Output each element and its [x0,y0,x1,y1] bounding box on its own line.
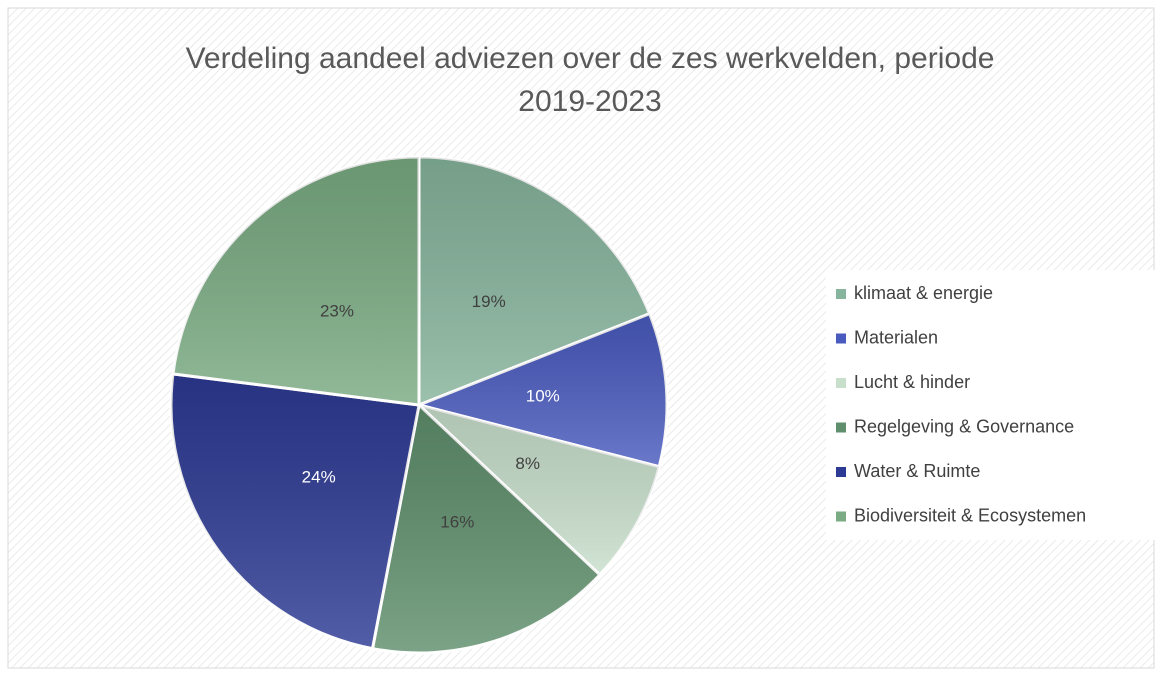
slice [414,311,669,469]
legend-label: Water & Ruimte [854,461,980,481]
legend-label: Biodiversiteit & Ecosystemen [854,505,1086,525]
title-line: Verdeling aandeel adviezen over de zes w… [186,42,995,75]
legend-box [826,270,1160,540]
slice-shade [419,313,667,467]
title-line: 2019-2023 [518,85,661,118]
legend-marker [836,511,846,522]
legend-marker [836,422,846,433]
legend-marker [836,289,846,299]
legend-marker [836,467,846,477]
slice [370,402,602,655]
slice [169,372,421,651]
legend-marker [836,378,846,388]
chart-title: Verdeling aandeel adviezen over de zes w… [186,42,995,118]
legend-label: klimaat & energie [854,283,993,303]
legend-label: Regelgeving & Governance [854,416,1074,436]
slice [171,155,421,407]
legend-label: Materialen [854,327,938,347]
data-label: 16% [440,512,474,531]
legend-marker [836,333,846,344]
slice-shade [419,405,660,575]
slice [417,155,652,408]
legend-label: Lucht & hinder [854,372,970,392]
slice-shade [172,157,419,405]
slice-shade [419,157,650,405]
data-label: 10% [526,387,560,406]
data-label: 24% [302,467,336,486]
data-label: 19% [472,292,506,311]
data-label: 8% [515,454,540,473]
slice [417,403,662,577]
slice-shade [171,373,419,649]
data-label: 23% [320,301,354,320]
slice-shade [372,405,600,653]
